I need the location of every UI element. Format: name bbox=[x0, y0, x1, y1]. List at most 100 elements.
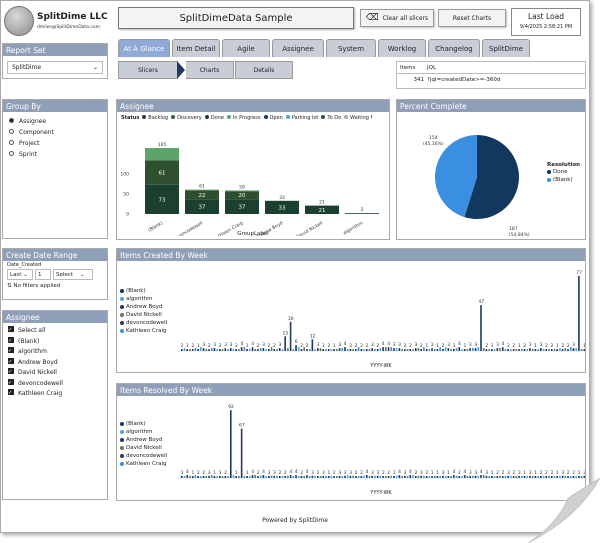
week-value-label: 1 bbox=[246, 343, 249, 349]
tab-item-detail[interactable]: Item Detail bbox=[172, 39, 220, 57]
week-bar bbox=[289, 475, 292, 478]
week-bar bbox=[420, 349, 422, 351]
week-value-label: 2 bbox=[523, 343, 526, 349]
clear-slicers-button[interactable]: ⌫ Clear all slicers bbox=[360, 9, 434, 27]
week-value-label: 3 bbox=[208, 470, 211, 476]
week-bar bbox=[553, 476, 556, 478]
week-value-label: 2 bbox=[496, 470, 499, 476]
subtab-slicers[interactable]: Slicers bbox=[118, 61, 178, 79]
week-bar bbox=[216, 349, 218, 351]
reset-charts-button[interactable]: Reset Charts bbox=[438, 9, 506, 27]
week-bar bbox=[322, 475, 325, 478]
group-by-option[interactable]: Assignee bbox=[9, 116, 101, 127]
week-bar bbox=[371, 475, 373, 478]
week-bar bbox=[235, 349, 237, 351]
week-bar bbox=[257, 349, 259, 351]
report-set-panel: Report Set SplitDime ⌄ bbox=[2, 43, 108, 79]
week-value-label: 3 bbox=[529, 342, 532, 348]
week-bar bbox=[529, 475, 531, 478]
date-unit-dropdown[interactable]: Select ⌄ bbox=[53, 269, 93, 280]
filter-icon: ⇅ bbox=[7, 283, 12, 289]
assignee-option[interactable]: Select all bbox=[8, 325, 102, 337]
week-value-label: 4 bbox=[480, 469, 483, 475]
tab-worklog[interactable]: Worklog bbox=[378, 39, 426, 57]
week-value-label: 1 bbox=[186, 343, 189, 349]
tab-agile[interactable]: Agile bbox=[222, 39, 270, 57]
tab-at-a-glance[interactable]: At A Glance bbox=[118, 39, 170, 57]
week-value-label: 3 bbox=[474, 342, 477, 348]
subtab-charts[interactable]: Charts bbox=[186, 61, 234, 79]
assignee-option[interactable]: David Nickell bbox=[8, 367, 102, 379]
created-xlabel: YYYY-WK bbox=[370, 363, 392, 369]
week-value-label: 3 bbox=[338, 470, 341, 476]
week-bar bbox=[194, 475, 197, 478]
tab-splitdime[interactable]: SplitDime bbox=[482, 39, 530, 57]
week-bar bbox=[504, 349, 507, 351]
jql-link[interactable]: ?jql=createdDate>=-360d bbox=[427, 77, 501, 83]
week-bar bbox=[545, 349, 548, 351]
date-mode-dropdown[interactable]: Last ⌄ bbox=[7, 269, 33, 280]
week-value-label: 6 bbox=[295, 339, 298, 345]
week-value-label: 3 bbox=[344, 470, 347, 476]
week-bar bbox=[453, 349, 455, 351]
week-bar bbox=[344, 475, 346, 478]
week-bar bbox=[224, 348, 227, 351]
week-bar bbox=[336, 476, 338, 478]
week-bar bbox=[425, 476, 428, 478]
assignee-option[interactable]: Kathleen Craig bbox=[8, 388, 102, 400]
week-bar bbox=[474, 475, 477, 478]
week-bar bbox=[472, 475, 474, 478]
week-value-label: 3 bbox=[230, 342, 233, 348]
week-bar bbox=[327, 349, 330, 351]
assignee-option[interactable]: Andrew Boyd bbox=[8, 357, 102, 369]
week-value-label: 2 bbox=[235, 343, 238, 349]
week-bar bbox=[289, 321, 292, 351]
week-bar bbox=[300, 349, 303, 351]
group-by-option[interactable]: Sprint bbox=[9, 149, 101, 160]
week-bar bbox=[308, 475, 311, 478]
week-bar bbox=[249, 476, 251, 478]
week-value-label: 1 bbox=[491, 470, 494, 476]
tab-changelog[interactable]: Changelog bbox=[428, 39, 480, 57]
week-bar bbox=[183, 348, 186, 351]
assignee-option[interactable]: algorithm bbox=[8, 346, 102, 358]
week-bar bbox=[325, 349, 327, 351]
week-bar bbox=[379, 475, 382, 478]
week-bar bbox=[412, 475, 414, 478]
week-bar bbox=[458, 476, 461, 478]
group-by-option[interactable]: Project bbox=[9, 138, 101, 149]
percent-complete-panel: Percent Complete 187 (54.84%) 154 (45.16%) … bbox=[396, 99, 586, 240]
week-bar bbox=[311, 339, 314, 351]
tab-assignee[interactable]: Assignee bbox=[272, 39, 324, 57]
week-value-label: 12 bbox=[310, 333, 316, 339]
subtab-details[interactable]: Details bbox=[235, 61, 293, 79]
report-set-dropdown[interactable]: SplitDime ⌄ bbox=[7, 61, 103, 74]
footer-text: Powered by SplitDime bbox=[262, 517, 328, 524]
group-by-option[interactable]: Component bbox=[9, 127, 101, 138]
week-value-label: 3 bbox=[561, 470, 564, 476]
assignee-option[interactable]: (Blank) bbox=[8, 336, 102, 348]
week-value-label: 1 bbox=[518, 343, 521, 349]
week-value-label: 2 bbox=[224, 470, 227, 476]
week-bar bbox=[330, 475, 333, 478]
tab-system[interactable]: System bbox=[326, 39, 376, 57]
week-bar bbox=[330, 349, 333, 351]
week-value-label: 4 bbox=[409, 469, 412, 475]
y-tick-label: 0 bbox=[126, 212, 129, 218]
week-value-label: 4 bbox=[502, 341, 505, 347]
assignee-option[interactable]: devoncodewell bbox=[8, 378, 102, 390]
week-bar bbox=[545, 476, 548, 478]
week-bar bbox=[227, 476, 229, 478]
bar-todo bbox=[145, 160, 179, 185]
week-bar bbox=[447, 348, 450, 351]
week-bar bbox=[404, 475, 406, 478]
date-count-input[interactable]: 1 bbox=[35, 269, 51, 280]
bar-value-label: 37 bbox=[199, 205, 206, 211]
week-bar bbox=[401, 476, 403, 478]
week-bar bbox=[423, 475, 425, 478]
week-value-label: 4 bbox=[186, 469, 189, 475]
week-value-label: 3 bbox=[398, 342, 401, 348]
week-bar bbox=[469, 348, 471, 351]
week-value-label: 4 bbox=[289, 469, 292, 475]
week-bar bbox=[534, 349, 537, 351]
